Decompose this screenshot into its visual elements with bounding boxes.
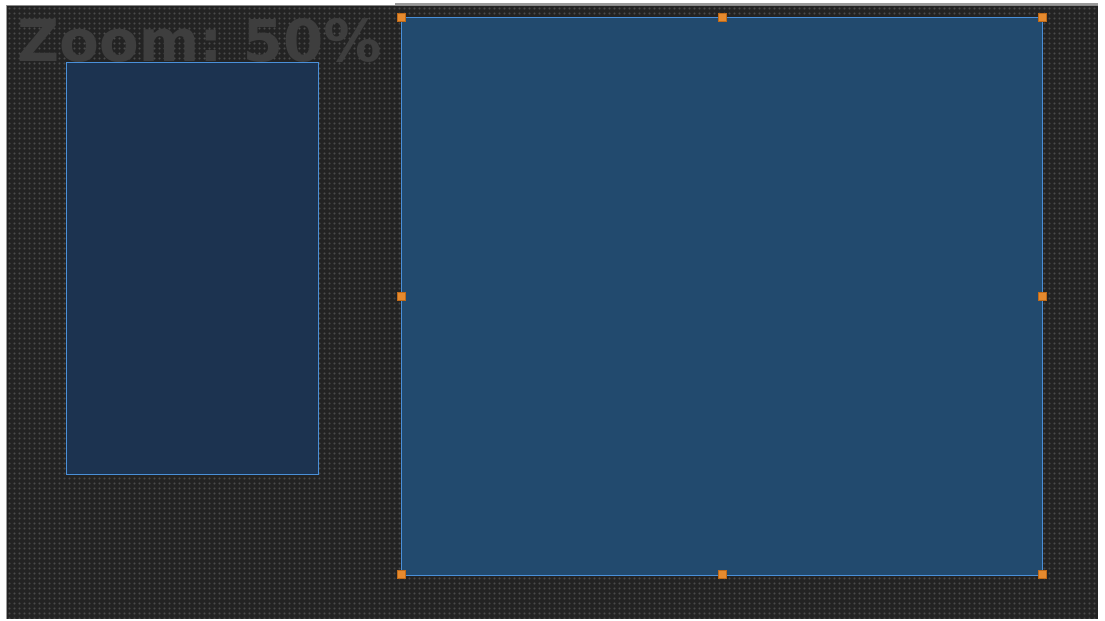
resize-handle-top-right[interactable]	[1038, 13, 1047, 22]
resize-handle-top-center[interactable]	[718, 13, 727, 22]
resize-handle-bottom-left[interactable]	[397, 570, 406, 579]
resize-handle-bottom-center[interactable]	[718, 570, 727, 579]
resize-handle-top-left[interactable]	[397, 13, 406, 22]
window-right-edge	[1098, 0, 1105, 621]
resize-handle-middle-right[interactable]	[1038, 292, 1047, 301]
window-top-edge	[0, 0, 1105, 5]
resize-handle-bottom-right[interactable]	[1038, 570, 1047, 579]
frame-unselected[interactable]	[66, 62, 319, 475]
frame-selected[interactable]	[401, 17, 1043, 576]
window-top-border	[395, 3, 1100, 5]
resize-handle-middle-left[interactable]	[397, 292, 406, 301]
zoom-level-label: Zoom: 50%	[17, 7, 382, 75]
design-canvas[interactable]: Zoom: 50%	[6, 5, 1098, 619]
